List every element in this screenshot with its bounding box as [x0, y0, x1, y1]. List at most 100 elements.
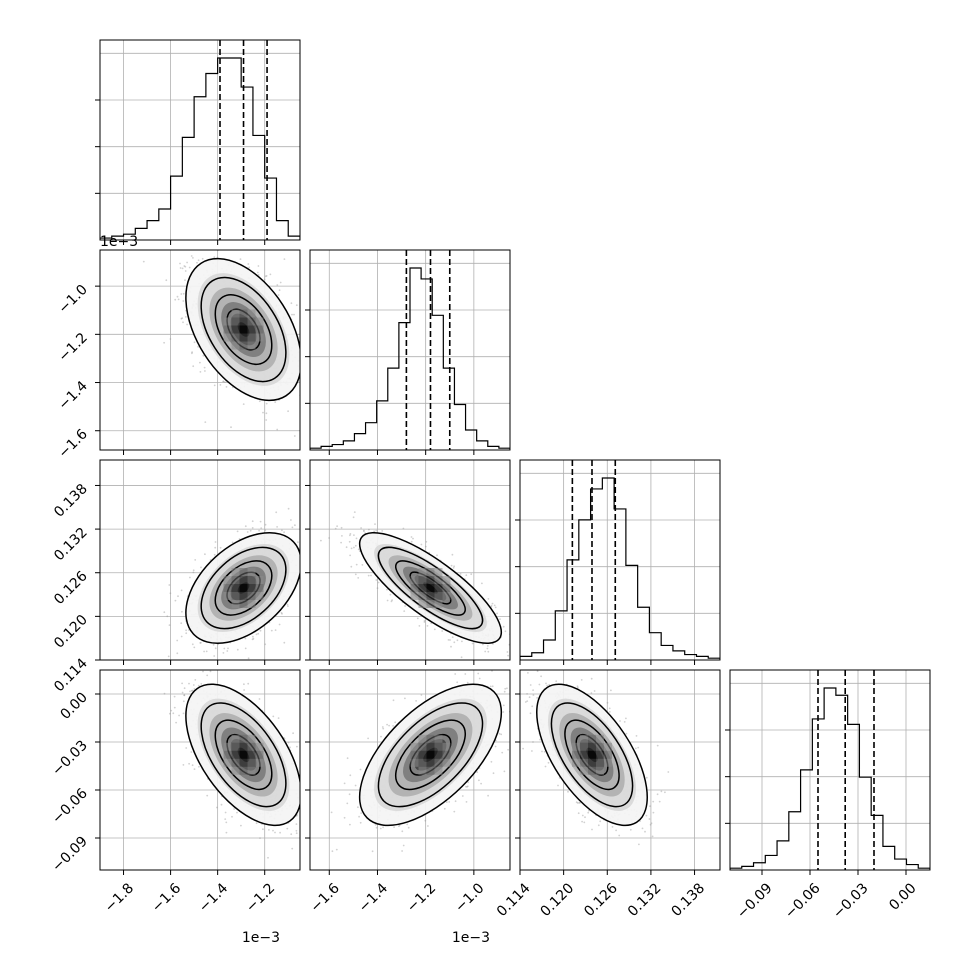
- density-cell: [255, 576, 264, 584]
- density-cell: [596, 742, 604, 751]
- x-tick-label: 0.120: [538, 880, 578, 920]
- density-cell: [231, 600, 240, 608]
- density-cell: [239, 766, 248, 775]
- density-cell: [247, 750, 256, 759]
- density-cell: [231, 341, 240, 350]
- density-cell: [410, 584, 419, 592]
- density-cell: [426, 750, 435, 759]
- density-cell: [426, 600, 435, 608]
- density-cell: [231, 325, 240, 334]
- x-tick-label: −1.0: [452, 880, 487, 915]
- x-tick-label: −1.4: [196, 880, 231, 915]
- density-cell: [239, 333, 248, 342]
- density-cell: [231, 592, 240, 600]
- x-tick-label: −1.6: [308, 880, 343, 915]
- y-offset-label: 1e−3: [100, 234, 138, 250]
- x-tick-label: −1.8: [102, 880, 137, 915]
- density-cell: [247, 584, 256, 592]
- density-contour: [358, 532, 503, 644]
- density-cell: [247, 592, 256, 600]
- y-tick-label: −0.06: [49, 785, 91, 827]
- panel-2-0: [100, 460, 300, 660]
- density-cell: [239, 750, 248, 759]
- x-tick-label: 0.00: [886, 880, 919, 913]
- density-cell: [247, 758, 256, 767]
- panel-frame: [729, 669, 931, 871]
- density-cell: [247, 341, 256, 350]
- density-cell: [434, 742, 443, 751]
- density-cell: [231, 750, 240, 759]
- density-cell: [239, 742, 248, 751]
- x-tick-label: −1.2: [243, 880, 278, 915]
- x-offset-label: 1e−3: [452, 930, 490, 946]
- density-cell: [426, 584, 435, 592]
- density-cell: [418, 742, 427, 751]
- density-cell: [223, 758, 232, 767]
- density-cell: [426, 758, 435, 767]
- density-cell: [255, 317, 264, 326]
- density-cell: [247, 309, 256, 318]
- panel-frame: [519, 459, 721, 661]
- density-cell: [247, 317, 256, 326]
- density-cell: [442, 758, 451, 767]
- y-tick-label: −1.6: [55, 426, 90, 461]
- x-tick-label: −0.06: [782, 880, 824, 922]
- density-cell: [239, 576, 248, 584]
- panel-2-1: [310, 460, 510, 660]
- density-cell: [434, 734, 443, 743]
- density-cell: [588, 742, 596, 751]
- density-cell: [410, 592, 419, 600]
- density-cell: [247, 568, 256, 576]
- density-cell: [247, 333, 256, 342]
- density-cell: [442, 576, 451, 584]
- density-cell: [247, 734, 256, 743]
- density-cell: [255, 758, 264, 767]
- x-tick-label: −1.6: [149, 880, 184, 915]
- x-tick-label: −0.09: [734, 880, 776, 922]
- density-cell: [255, 592, 264, 600]
- density-cell: [596, 750, 604, 759]
- density-cell: [434, 592, 443, 600]
- density-cell: [426, 592, 435, 600]
- density-cell: [247, 325, 256, 334]
- histogram-3: [730, 687, 930, 870]
- density-cell: [247, 600, 256, 608]
- density-cell: [426, 766, 435, 775]
- density-cell: [442, 742, 451, 751]
- density-cell: [223, 325, 232, 334]
- panel-frame: [309, 249, 511, 451]
- density-cell: [426, 742, 435, 751]
- density-contour: [536, 683, 648, 827]
- density-cell: [410, 742, 419, 751]
- density-cell: [434, 576, 443, 584]
- density-cell: [418, 734, 427, 743]
- density-cell: [231, 576, 240, 584]
- density-cell: [239, 758, 248, 767]
- density-cell: [580, 734, 588, 743]
- density-cell: [434, 766, 443, 775]
- density-cell: [255, 742, 264, 751]
- density-contour: [214, 294, 273, 365]
- density-cell: [239, 584, 248, 592]
- panel-frame: [99, 669, 301, 871]
- density-cell: [418, 758, 427, 767]
- density-cell: [223, 584, 232, 592]
- density-cell: [580, 750, 588, 759]
- histogram-2: [520, 477, 720, 660]
- y-tick-label: −1.2: [55, 330, 90, 365]
- y-tick-label: 0.114: [51, 655, 91, 695]
- x-tick-label: −1.4: [356, 880, 391, 915]
- density-cell: [231, 766, 240, 775]
- y-tick-label: 0.126: [51, 568, 91, 608]
- density-cell: [231, 309, 240, 318]
- density-cell: [231, 734, 240, 743]
- density-contour: [200, 702, 287, 808]
- density-cell: [442, 592, 451, 600]
- y-tick-label: 0.132: [51, 525, 91, 565]
- density-cell: [231, 742, 240, 751]
- density-cell: [255, 325, 264, 334]
- panel-1-1: [310, 250, 510, 450]
- y-tick-label: 0.138: [51, 481, 91, 521]
- density-contour: [200, 546, 287, 630]
